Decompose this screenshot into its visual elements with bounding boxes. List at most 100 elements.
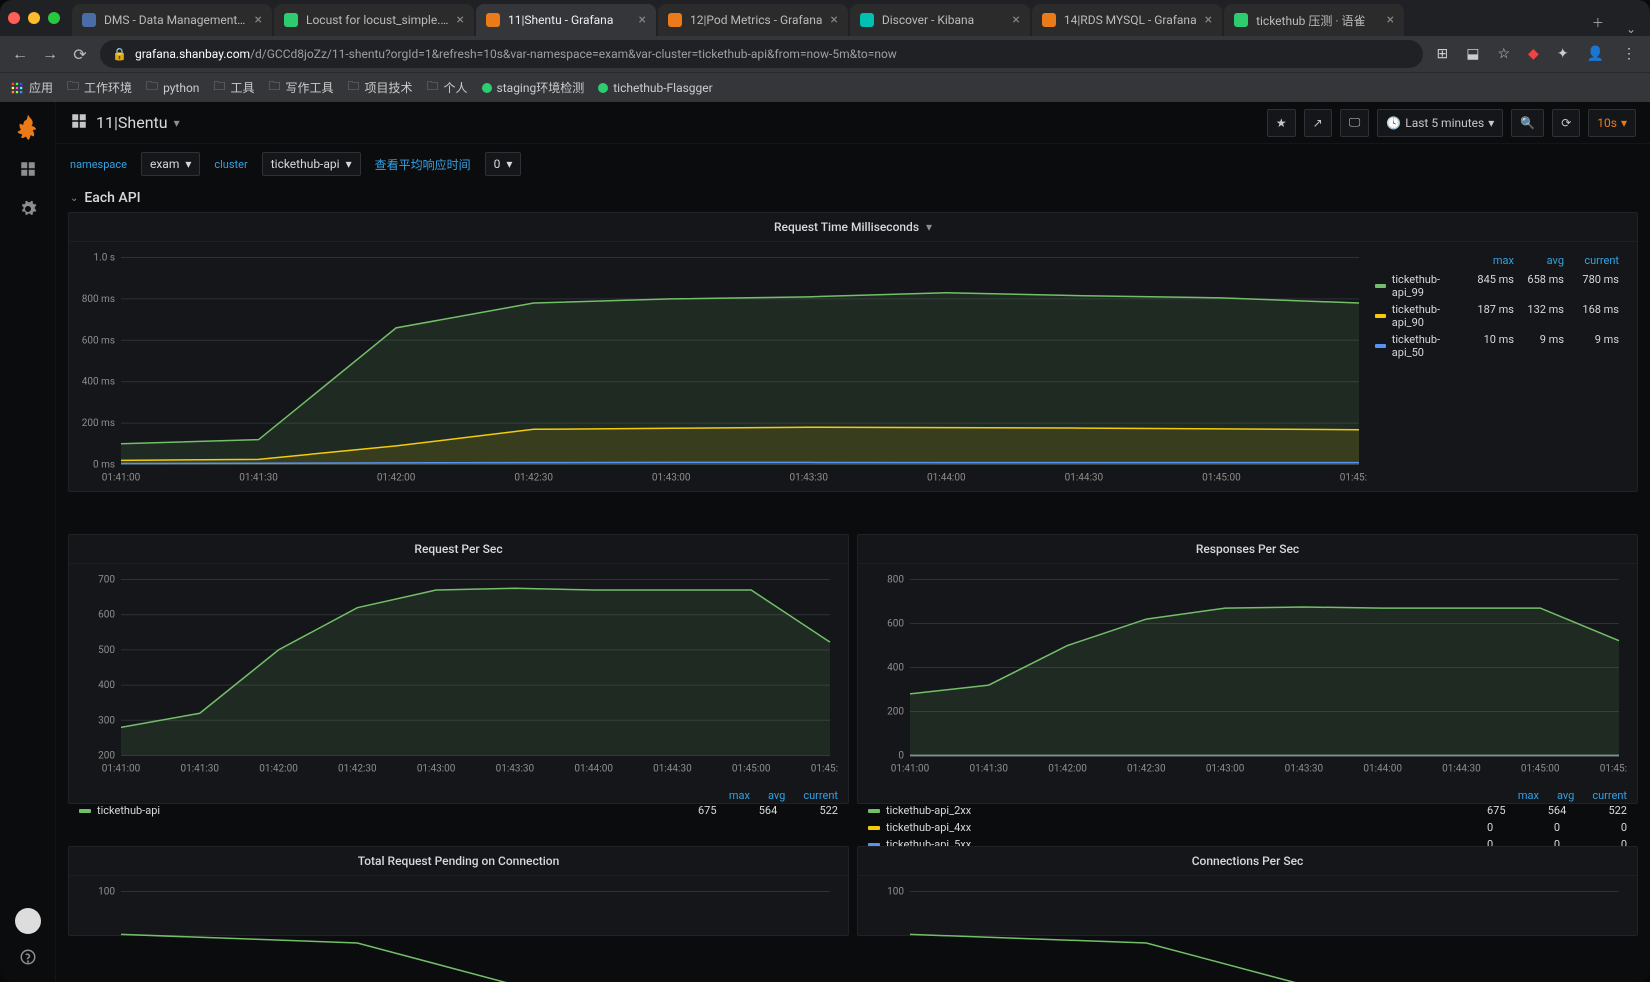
panel-title[interactable]: Request Time Milliseconds ▾ xyxy=(69,213,1637,242)
dashboard-title[interactable]: 11|Shentu xyxy=(96,113,168,132)
chart-conns[interactable]: 75100 xyxy=(868,884,1627,982)
browser-tab[interactable]: 12|Pod Metrics - Grafana × xyxy=(658,4,848,36)
chart-resps[interactable]: 020040060080001:41:0001:41:3001:42:0001:… xyxy=(868,572,1627,777)
refresh-button[interactable]: ⟳ xyxy=(1552,109,1580,137)
legend-row[interactable]: tickethub-api_90 187 ms 132 ms 168 ms xyxy=(1375,301,1619,331)
bookmark-item[interactable]: 🗀工作环境 xyxy=(67,77,132,98)
panel-title[interactable]: Responses Per Sec xyxy=(858,535,1637,564)
help-icon[interactable] xyxy=(19,948,37,970)
back-button[interactable]: ← xyxy=(10,44,30,64)
refresh-value: 10s xyxy=(1597,116,1617,130)
browser-tab[interactable]: Locust for locust_simple.py × xyxy=(274,4,474,36)
chart-pending[interactable]: 75100 xyxy=(79,884,838,982)
grafana-logo[interactable] xyxy=(12,110,44,142)
browser-tab[interactable]: 14|RDS MYSQL - Grafana × xyxy=(1032,4,1222,36)
tv-mode-button[interactable]: 🖵 xyxy=(1340,109,1370,137)
close-tab-icon[interactable]: × xyxy=(255,12,262,28)
bookmark-item[interactable]: staging环境检测 xyxy=(482,77,585,98)
svg-text:0: 0 xyxy=(898,751,904,762)
svg-text:01:44:30: 01:44:30 xyxy=(653,764,692,775)
refresh-interval[interactable]: 10s ▾ xyxy=(1588,109,1636,137)
close-tab-icon[interactable]: × xyxy=(457,12,464,28)
bookmark-item[interactable]: 🗀个人 xyxy=(427,77,468,98)
chrome-menu-icon[interactable]: ⋮ xyxy=(1618,46,1640,62)
tab-overflow-button[interactable]: ⌄ xyxy=(1612,22,1650,36)
extensions-puzzle-icon[interactable]: ✦ xyxy=(1553,46,1573,62)
bookmark-star-icon[interactable]: ☆ xyxy=(1493,46,1514,62)
svg-text:200 ms: 200 ms xyxy=(82,418,115,429)
var-cluster-select[interactable]: tickethub-api ▾ xyxy=(262,152,361,176)
new-tab-button[interactable]: ＋ xyxy=(1584,8,1612,36)
bookmark-item[interactable]: tichethub-Flasgger xyxy=(598,77,712,98)
bookmark-item[interactable]: 应用 xyxy=(10,77,53,98)
tab-favicon xyxy=(486,13,500,27)
share-button[interactable]: ↗ xyxy=(1304,109,1332,137)
panel-grid-icon[interactable] xyxy=(70,112,88,133)
chart-request-time[interactable]: 0 ms200 ms400 ms600 ms800 ms1.0 s01:41:0… xyxy=(79,250,1367,486)
legend-avg: 0 xyxy=(1554,821,1560,834)
browser-tab[interactable]: tickethub 压测 · 语雀 × xyxy=(1224,4,1404,36)
browser-tab[interactable]: DMS - Data Management Se × xyxy=(72,4,272,36)
svg-text:0 ms: 0 ms xyxy=(93,460,115,471)
link-icon xyxy=(598,83,608,93)
time-picker[interactable]: 🕓 Last 5 minutes ▾ xyxy=(1377,109,1503,137)
bookmark-item[interactable]: 🗀python xyxy=(146,77,199,98)
url-bar[interactable]: 🔒 grafana.shanbay.com/d/GCCd8joZz/11-she… xyxy=(100,40,1423,68)
dashboard-link[interactable]: 查看平均响应时间 xyxy=(375,156,471,173)
bookmark-item[interactable]: 🗀工具 xyxy=(213,77,254,98)
row-header[interactable]: ⌄ Each API xyxy=(56,184,1650,212)
panel-title[interactable]: Connections Per Sec xyxy=(858,847,1637,876)
close-window[interactable] xyxy=(8,12,20,24)
forward-button[interactable]: → xyxy=(40,44,60,64)
extension-icon[interactable]: ◆ xyxy=(1524,46,1543,62)
chart-rps[interactable]: 20030040050060070001:41:0001:41:3001:42:… xyxy=(79,572,838,777)
close-tab-icon[interactable]: × xyxy=(1387,12,1394,28)
window-controls xyxy=(8,12,60,24)
close-tab-icon[interactable]: × xyxy=(1012,12,1019,28)
tab-favicon xyxy=(82,13,96,27)
bookmark-item[interactable]: 🗀项目技术 xyxy=(347,77,412,98)
translate-icon[interactable]: ⊞ xyxy=(1433,46,1453,62)
svg-text:01:41:00: 01:41:00 xyxy=(102,764,141,775)
profile-icon[interactable]: 👤 xyxy=(1583,46,1608,62)
install-icon[interactable]: ⬓ xyxy=(1462,46,1483,62)
tab-title: 14|RDS MYSQL - Grafana xyxy=(1064,13,1197,27)
bookmark-label: staging环境检测 xyxy=(497,79,585,96)
legend-row[interactable]: tickethub-api_99 845 ms 658 ms 780 ms xyxy=(1375,271,1619,301)
browser-tab[interactable]: 11|Shentu - Grafana × xyxy=(476,4,656,36)
maximize-window[interactable] xyxy=(48,12,60,24)
panel-title[interactable]: Request Per Sec xyxy=(69,535,848,564)
reload-button[interactable]: ⟳ xyxy=(70,45,90,64)
dashboards-icon[interactable] xyxy=(19,160,37,182)
folder-icon: 🗀 xyxy=(67,77,79,98)
var-namespace-select[interactable]: exam ▾ xyxy=(141,152,200,176)
zoom-out-button[interactable]: 🔍 xyxy=(1511,109,1544,137)
svg-text:01:42:00: 01:42:00 xyxy=(259,764,298,775)
star-button[interactable]: ★ xyxy=(1267,109,1296,137)
clock-icon: 🕓 xyxy=(1386,116,1401,130)
svg-text:200: 200 xyxy=(98,751,115,762)
panel-conns: Connections Per Sec 75100 xyxy=(857,846,1638,936)
close-tab-icon[interactable]: × xyxy=(830,12,837,28)
tab-favicon xyxy=(668,13,682,27)
folder-icon: 🗀 xyxy=(427,77,439,98)
minimize-window[interactable] xyxy=(28,12,40,24)
bookmarks-bar: 应用 🗀工作环境 🗀python 🗀工具 🗀写作工具 🗀项目技术 🗀个人 staging环境检… xyxy=(0,72,1650,102)
legend-row[interactable]: tickethub-api_50 10 ms 9 ms 9 ms xyxy=(1375,331,1619,361)
legend-row[interactable]: tickethub-api_2xx 675564522 xyxy=(868,802,1627,819)
close-tab-icon[interactable]: × xyxy=(1205,12,1212,28)
dashboard-dropdown-icon[interactable]: ▾ xyxy=(174,116,180,130)
bookmark-item[interactable]: 🗀写作工具 xyxy=(268,77,333,98)
panel-title[interactable]: Total Request Pending on Connection xyxy=(69,847,848,876)
svg-text:01:44:00: 01:44:00 xyxy=(1363,764,1402,775)
user-avatar[interactable] xyxy=(15,908,41,934)
settings-gear-icon[interactable] xyxy=(19,200,37,222)
close-tab-icon[interactable]: × xyxy=(639,12,646,28)
browser-tab[interactable]: Discover - Kibana × xyxy=(850,4,1030,36)
var-zero-select[interactable]: 0 ▾ xyxy=(485,152,522,176)
legend-row[interactable]: tickethub-api_4xx 000 xyxy=(868,819,1627,836)
bookmark-label: 应用 xyxy=(29,79,53,96)
legend-row[interactable]: tickethub-api 675564522 xyxy=(79,802,838,819)
svg-text:01:43:30: 01:43:30 xyxy=(789,473,828,484)
svg-text:500: 500 xyxy=(98,645,115,656)
